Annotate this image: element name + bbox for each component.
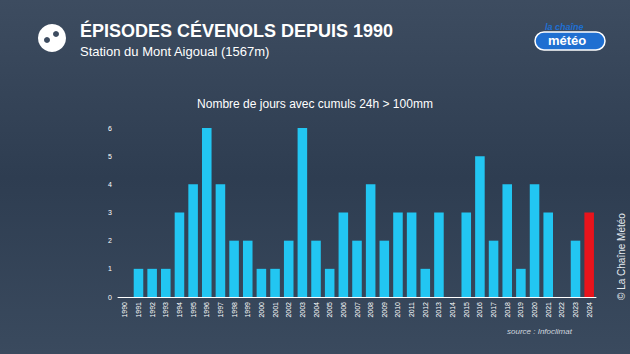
svg-text:3: 3 xyxy=(108,209,112,216)
svg-text:1994: 1994 xyxy=(176,302,183,318)
svg-text:1997: 1997 xyxy=(217,302,224,318)
svg-text:2013: 2013 xyxy=(435,302,442,318)
svg-text:2010: 2010 xyxy=(394,302,401,318)
svg-text:1992: 1992 xyxy=(149,302,156,318)
svg-text:2: 2 xyxy=(108,237,112,244)
svg-text:1998: 1998 xyxy=(231,302,238,318)
svg-text:2024: 2024 xyxy=(586,302,593,318)
svg-text:2018: 2018 xyxy=(504,302,511,318)
svg-text:la chaîne: la chaîne xyxy=(545,22,584,32)
svg-text:1991: 1991 xyxy=(135,302,142,318)
svg-text:2014: 2014 xyxy=(449,302,456,318)
svg-text:2021: 2021 xyxy=(545,302,552,318)
svg-text:2012: 2012 xyxy=(422,302,429,318)
svg-text:Station du Mont Aigoual (1567m: Station du Mont Aigoual (1567m) xyxy=(80,44,269,59)
svg-text:0: 0 xyxy=(108,294,112,301)
svg-text:2022: 2022 xyxy=(558,302,565,318)
svg-text:2006: 2006 xyxy=(340,302,347,318)
svg-text:2019: 2019 xyxy=(517,302,524,318)
svg-text:2001: 2001 xyxy=(272,302,279,318)
svg-text:météo: météo xyxy=(548,33,586,48)
svg-text:© La Chaîne Météo: © La Chaîne Météo xyxy=(616,213,627,300)
svg-text:1999: 1999 xyxy=(244,302,251,318)
svg-text:2002: 2002 xyxy=(285,302,292,318)
svg-text:2009: 2009 xyxy=(381,302,388,318)
svg-text:2023: 2023 xyxy=(572,302,579,318)
svg-text:2011: 2011 xyxy=(408,302,415,317)
svg-text:5: 5 xyxy=(108,153,112,160)
svg-text:1993: 1993 xyxy=(162,302,169,318)
svg-text:4: 4 xyxy=(108,181,112,188)
svg-text:2003: 2003 xyxy=(299,302,306,318)
svg-text:2017: 2017 xyxy=(490,302,497,318)
svg-text:ÉPISODES CÉVENOLS DEPUIS 1990: ÉPISODES CÉVENOLS DEPUIS 1990 xyxy=(80,20,393,41)
svg-text:2007: 2007 xyxy=(354,302,361,318)
svg-text:source : Infoclimat: source : Infoclimat xyxy=(507,327,573,336)
svg-text:2016: 2016 xyxy=(476,302,483,318)
svg-text:2015: 2015 xyxy=(463,302,470,318)
svg-text:2000: 2000 xyxy=(258,302,265,318)
svg-text:1996: 1996 xyxy=(203,302,210,318)
svg-text:2008: 2008 xyxy=(367,302,374,318)
svg-text:1990: 1990 xyxy=(121,302,128,318)
svg-text:2005: 2005 xyxy=(326,302,333,318)
svg-text:6: 6 xyxy=(108,125,112,132)
svg-text:1: 1 xyxy=(108,265,112,272)
svg-text:2004: 2004 xyxy=(313,302,320,318)
svg-text:2020: 2020 xyxy=(531,302,538,318)
svg-text:1995: 1995 xyxy=(190,302,197,318)
svg-text:Nombre de jours avec cumuls 24: Nombre de jours avec cumuls 24h > 100mm xyxy=(197,97,433,111)
